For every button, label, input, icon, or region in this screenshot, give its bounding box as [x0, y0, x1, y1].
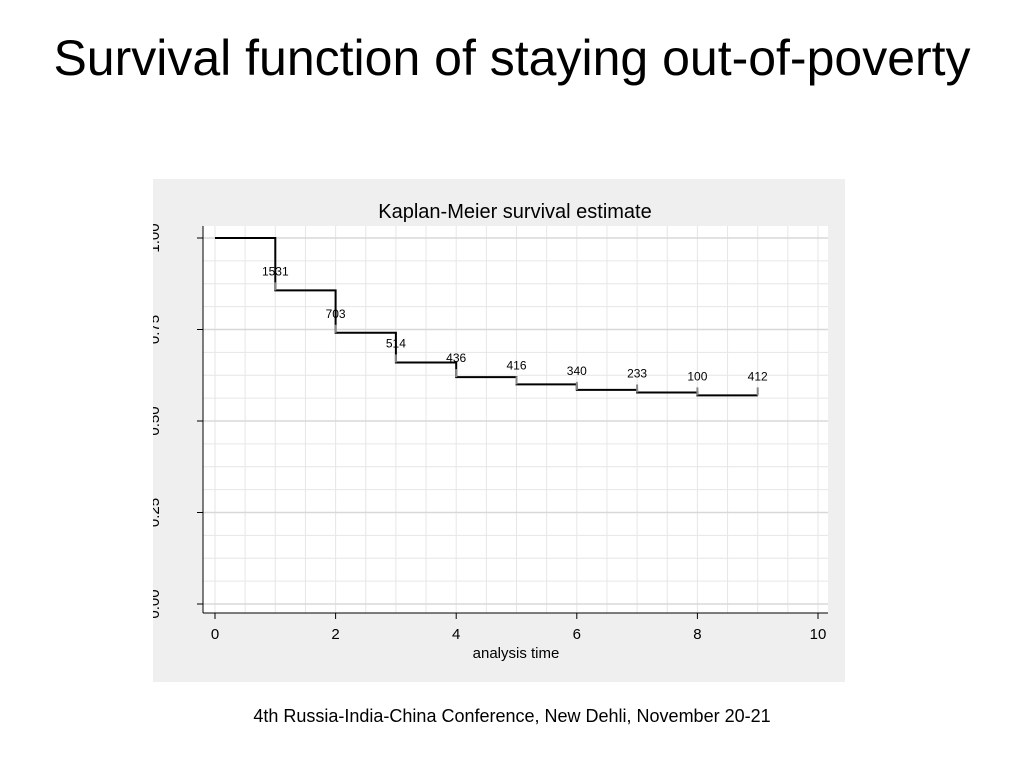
- y-tick-label: 0.50: [153, 406, 163, 435]
- y-tick-label: 0.25: [153, 498, 163, 527]
- x-tick-label: 4: [452, 626, 460, 643]
- x-tick-label: 6: [573, 626, 581, 643]
- x-tick-label: 8: [693, 626, 701, 643]
- at-risk-label: 340: [567, 364, 587, 378]
- at-risk-label: 412: [748, 369, 768, 383]
- survival-step-line: [215, 237, 758, 397]
- axis-layer: 0 2 4 6 8 10 0.00 0.25 0.50 0.75 1.00: [153, 223, 828, 643]
- y-tick-label: 0.00: [153, 589, 163, 618]
- km-chart: 0 2 4 6 8 10 0.00 0.25 0.50 0.75 1.00 1531 703 514 43…: [153, 201, 828, 662]
- x-tick-label: 10: [810, 626, 827, 643]
- y-tick-label: 0.75: [153, 315, 163, 344]
- x-axis-label: analysis time: [473, 645, 560, 662]
- at-risk-label: 436: [446, 351, 466, 365]
- at-risk-label: 416: [506, 358, 526, 372]
- x-tick-label: 2: [331, 626, 339, 643]
- at-risk-label: 1531: [262, 264, 289, 278]
- chart-title: Kaplan-Meier survival estimate: [378, 201, 651, 223]
- at-risk-label: 703: [326, 307, 346, 321]
- x-tick-label: 0: [211, 626, 219, 643]
- slide-title: Survival function of staying out-of-pove…: [53, 30, 971, 86]
- annotation-layer: 1531 703 514 436 416 340 233 100 412: [262, 264, 768, 396]
- at-risk-label: 100: [687, 369, 707, 383]
- at-risk-label: 514: [386, 336, 406, 350]
- footer-text: 4th Russia-India-China Conference, New D…: [253, 706, 771, 726]
- at-risk-label: 233: [627, 366, 647, 380]
- chart-panel: 0 2 4 6 8 10 0.00 0.25 0.50 0.75 1.00 1531 703 514 43…: [153, 179, 845, 682]
- series-layer: [215, 237, 758, 397]
- y-tick-label: 1.00: [153, 223, 163, 252]
